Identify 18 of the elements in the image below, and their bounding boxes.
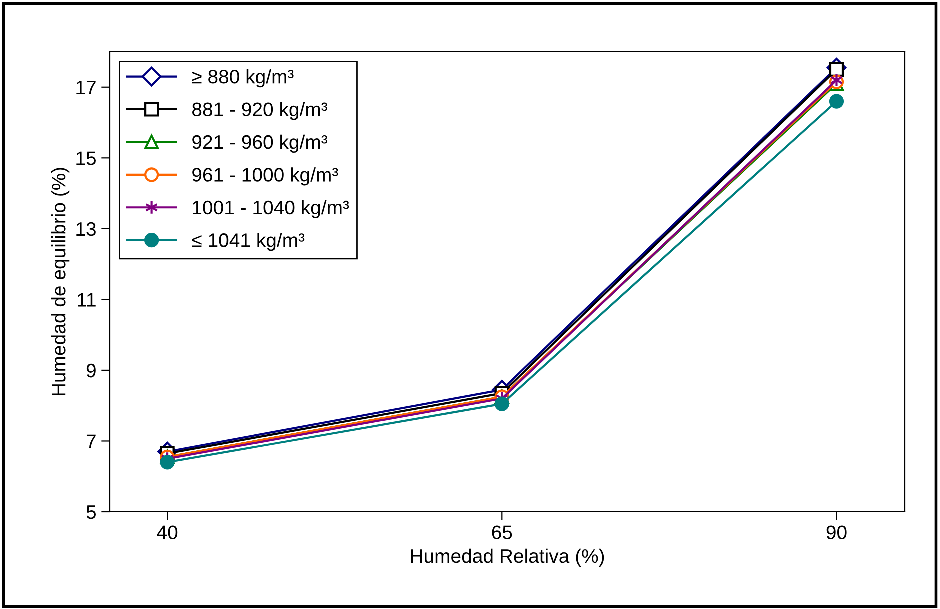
legend-label: ≤ 1041 kg/m³: [192, 233, 305, 252]
y-tick-label: 11: [78, 293, 96, 307]
legend-label: 921 - 960 kg/m³: [192, 134, 328, 154]
legend-label: 1001 - 1040 kg/m³: [193, 200, 350, 218]
x-axis-title: Humedad Relativa (%): [411, 548, 604, 567]
y-tick-label: 13: [76, 222, 96, 236]
y-tick-label: 7: [86, 434, 96, 448]
legend-label: 881 - 920 kg/m³: [192, 102, 328, 120]
legend-label: ≥ 880 kg/m³: [192, 70, 294, 88]
y-tick-label: 5: [86, 506, 96, 520]
legend-label: 961 - 1000 kg/m³: [192, 168, 338, 186]
y-axis-title: Humedad de equilibrio (%): [52, 168, 70, 396]
y-tick-label: 9: [86, 364, 96, 378]
x-tick-label: 90: [826, 526, 847, 540]
x-tick-label: 65: [492, 526, 512, 540]
y-tick-label: 15: [76, 152, 96, 166]
x-tick-label: 40: [157, 526, 178, 540]
y-tick-label: 17: [76, 81, 96, 94]
